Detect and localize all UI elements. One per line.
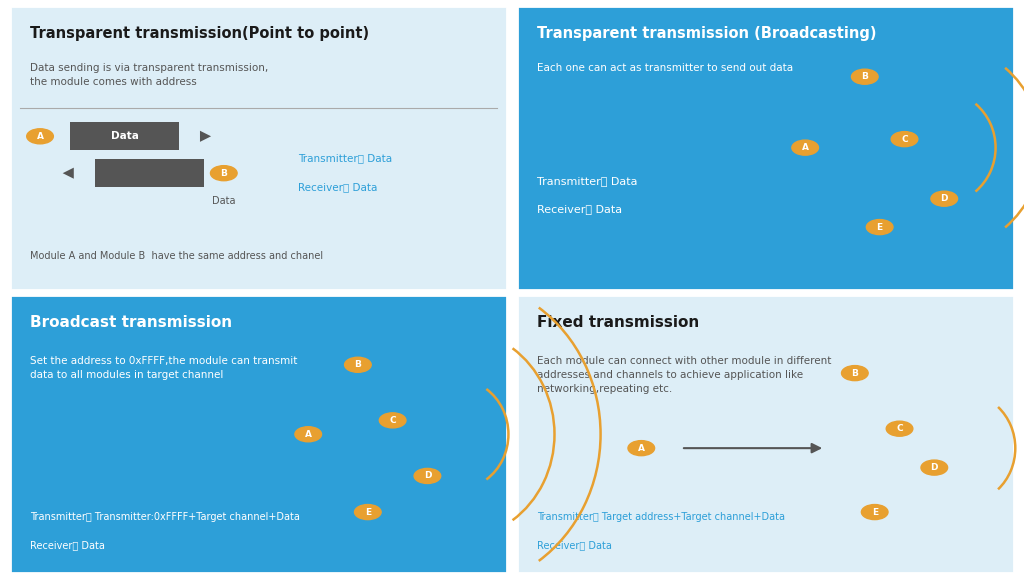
Text: A: A bbox=[638, 444, 645, 453]
Circle shape bbox=[931, 191, 957, 206]
Bar bbox=[517, 6, 1014, 290]
Circle shape bbox=[295, 427, 322, 442]
Circle shape bbox=[842, 365, 868, 380]
Text: C: C bbox=[389, 416, 396, 425]
Bar bbox=[10, 6, 507, 290]
Circle shape bbox=[379, 413, 406, 428]
Text: E: E bbox=[871, 508, 878, 516]
Text: C: C bbox=[901, 135, 908, 144]
Text: Data sending is via transparent transmission,
the module comes with address: Data sending is via transparent transmis… bbox=[30, 63, 268, 86]
Text: B: B bbox=[861, 72, 868, 81]
Text: Each one can act as transmitter to send out data: Each one can act as transmitter to send … bbox=[537, 63, 794, 72]
Text: D: D bbox=[424, 471, 431, 481]
Text: Data: Data bbox=[111, 131, 138, 141]
Text: A: A bbox=[37, 132, 44, 141]
Circle shape bbox=[628, 441, 654, 456]
Bar bbox=[94, 159, 204, 188]
Bar bbox=[10, 295, 507, 573]
Circle shape bbox=[866, 219, 893, 234]
Text: Transparent transmission (Broadcasting): Transparent transmission (Broadcasting) bbox=[537, 25, 877, 41]
Circle shape bbox=[891, 131, 918, 146]
Circle shape bbox=[921, 460, 947, 475]
Circle shape bbox=[354, 504, 381, 519]
Text: Set the address to 0xFFFF,the module can transmit
data to all modules in target : Set the address to 0xFFFF,the module can… bbox=[30, 357, 298, 380]
Circle shape bbox=[861, 504, 888, 519]
Circle shape bbox=[27, 129, 53, 144]
Text: Broadcast transmission: Broadcast transmission bbox=[30, 315, 232, 330]
Text: Receiver： Data: Receiver： Data bbox=[298, 182, 378, 192]
Bar bbox=[70, 122, 179, 151]
Circle shape bbox=[886, 421, 912, 436]
Circle shape bbox=[211, 166, 238, 181]
Text: E: E bbox=[877, 222, 883, 232]
Text: Receiver： Data: Receiver： Data bbox=[537, 204, 623, 214]
Text: Transmitter： Data: Transmitter： Data bbox=[298, 153, 392, 163]
Text: E: E bbox=[365, 508, 371, 516]
Circle shape bbox=[344, 357, 371, 372]
Text: B: B bbox=[354, 360, 361, 369]
Text: Module A and Module B  have the same address and chanel: Module A and Module B have the same addr… bbox=[30, 251, 324, 261]
Bar bbox=[517, 295, 1014, 573]
Text: Receiver： Data: Receiver： Data bbox=[30, 540, 105, 550]
Text: Receiver： Data: Receiver： Data bbox=[537, 540, 612, 550]
Text: Each module can connect with other module in different
addresses and channels to: Each module can connect with other modul… bbox=[537, 357, 831, 394]
Text: B: B bbox=[220, 168, 227, 178]
Circle shape bbox=[792, 140, 818, 155]
Text: A: A bbox=[305, 430, 311, 439]
Text: C: C bbox=[896, 424, 903, 433]
Text: Transmitter： Data: Transmitter： Data bbox=[537, 176, 638, 186]
Circle shape bbox=[414, 468, 440, 483]
Text: D: D bbox=[931, 463, 938, 472]
Text: Fixed transmission: Fixed transmission bbox=[537, 315, 699, 330]
Text: Transmitter： Target address+Target channel+Data: Transmitter： Target address+Target chann… bbox=[537, 512, 785, 522]
Text: A: A bbox=[802, 143, 809, 152]
Text: Transmitter： Transmitter:0xFFFF+Target channel+Data: Transmitter： Transmitter:0xFFFF+Target c… bbox=[30, 512, 300, 522]
Text: B: B bbox=[851, 369, 858, 378]
Text: D: D bbox=[940, 194, 948, 203]
Text: Transparent transmission(Point to point): Transparent transmission(Point to point) bbox=[30, 25, 370, 41]
Text: Data: Data bbox=[212, 196, 236, 206]
Circle shape bbox=[852, 69, 879, 85]
